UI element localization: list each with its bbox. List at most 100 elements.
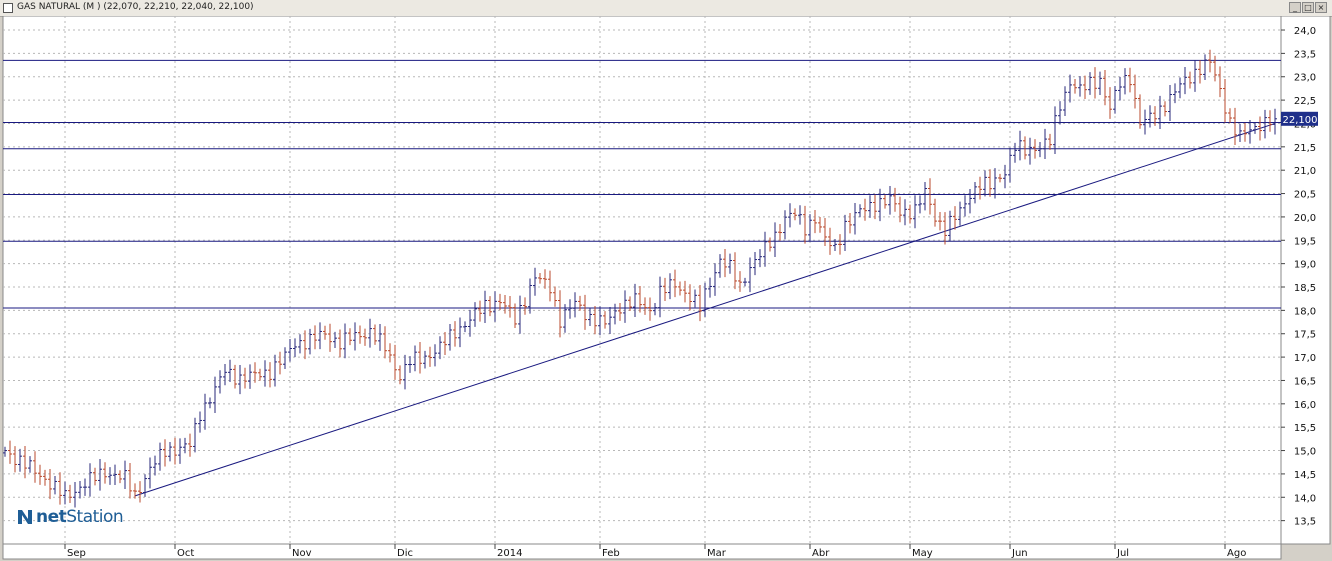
ohlc-bar	[258, 368, 262, 381]
y-tick-label: 16,5	[1294, 376, 1316, 387]
minimize-button[interactable]: _	[1289, 2, 1301, 13]
netstation-logo-mark	[18, 510, 32, 524]
ohlc-bar	[1253, 122, 1257, 134]
ohlc-bar	[308, 328, 312, 355]
ohlc-bar	[498, 293, 502, 311]
x-tick-label: Dic	[397, 548, 413, 559]
ohlc-bar	[128, 462, 132, 499]
ohlc-bar	[23, 446, 27, 479]
x-tick-label: May	[912, 548, 933, 559]
ohlc-bar	[203, 393, 207, 430]
ohlc-bar	[303, 330, 307, 360]
ohlc-bar	[1243, 122, 1247, 142]
y-tick-label: 22,5	[1294, 96, 1316, 107]
netstation-logo-text: netStation	[36, 507, 124, 527]
ohlc-bar	[988, 169, 992, 197]
ohlc-bar	[483, 290, 487, 324]
ohlc-bar	[408, 356, 412, 373]
ohlc-bar	[663, 277, 667, 301]
title-bar: GAS NATURAL (M ) (22,070, 22,210, 22,040…	[0, 0, 1332, 17]
ohlc-bar	[183, 437, 187, 454]
ohlc-bar	[798, 205, 802, 225]
ohlc-chart[interactable]: 24,023,523,022,522,021,521,020,520,019,5…	[0, 16, 1332, 561]
ohlc-bar	[1013, 142, 1017, 163]
y-axis-panel	[1280, 16, 1331, 545]
chart-window-icon	[3, 3, 13, 13]
ohlc-bar	[1268, 110, 1272, 132]
ohlc-bar	[448, 323, 452, 351]
ohlc-bar	[1228, 108, 1232, 123]
ohlc-bar	[708, 277, 712, 298]
close-button[interactable]: ×	[1315, 2, 1327, 13]
ohlc-bar	[1043, 128, 1047, 159]
ohlc-bar	[618, 302, 622, 321]
ohlc-bar	[1163, 101, 1167, 117]
ohlc-bar	[78, 480, 82, 499]
ohlc-bar	[898, 196, 902, 223]
ohlc-bar	[1063, 86, 1067, 117]
ohlc-bar	[178, 438, 182, 464]
ohlc-bar	[198, 411, 202, 433]
ohlc-bar	[293, 338, 297, 358]
ohlc-bar	[1233, 107, 1237, 146]
ohlc-bar	[1003, 164, 1007, 189]
ohlc-bar	[478, 300, 482, 322]
ohlc-bar	[873, 194, 877, 220]
ohlc-bar	[333, 331, 337, 348]
ohlc-bar	[843, 214, 847, 252]
ohlc-bar	[363, 328, 367, 346]
y-tick-label: 19,5	[1294, 236, 1316, 247]
ohlc-bar	[1038, 141, 1042, 158]
ohlc-bar	[443, 331, 447, 355]
ohlc-bar	[388, 343, 392, 363]
ohlc-bar	[928, 178, 932, 215]
ohlc-bar	[1113, 85, 1117, 114]
ohlc-bar	[723, 248, 727, 278]
ohlc-bar	[1073, 78, 1077, 94]
ohlc-bar	[403, 354, 407, 390]
ohlc-bar	[863, 198, 867, 221]
ohlc-bar	[58, 472, 62, 505]
ohlc-bar	[233, 364, 237, 389]
plot-area[interactable]	[2, 16, 1282, 545]
y-tick-label: 19,0	[1294, 260, 1316, 271]
ohlc-bar	[1023, 136, 1027, 160]
ohlc-bar	[28, 456, 32, 473]
ohlc-bar	[1138, 94, 1142, 129]
ohlc-bar	[338, 329, 342, 358]
ohlc-bar	[1068, 74, 1072, 103]
window-title: GAS NATURAL (M ) (22,070, 22,210, 22,040…	[17, 2, 254, 12]
ohlc-bar	[628, 296, 632, 311]
ohlc-bar	[488, 296, 492, 317]
ohlc-bar	[1083, 75, 1087, 99]
ohlc-bar	[53, 476, 57, 495]
ohlc-bar	[8, 440, 12, 464]
y-tick-label: 18,0	[1294, 306, 1316, 317]
ohlc-bar	[683, 280, 687, 303]
ohlc-bar	[1223, 79, 1227, 123]
ohlc-bar	[1178, 77, 1182, 99]
ohlc-bar	[158, 442, 162, 471]
ohlc-bar	[323, 325, 327, 340]
ohlc-bar	[998, 173, 1002, 183]
restore-button[interactable]: □	[1302, 2, 1314, 13]
ohlc-bar	[718, 254, 722, 278]
ohlc-bar	[953, 206, 957, 230]
ohlc-bar	[148, 457, 152, 489]
ohlc-bar	[1008, 147, 1012, 183]
ohlc-bar	[1173, 83, 1177, 104]
ohlc-bar	[378, 323, 382, 351]
ohlc-bar	[213, 376, 217, 414]
ohlc-bar	[688, 284, 692, 311]
x-tick-label: 2014	[497, 548, 522, 559]
ohlc-bar	[503, 294, 507, 314]
ohlc-bar	[1273, 108, 1277, 135]
ohlc-bar	[568, 299, 572, 319]
y-tick-label: 17,5	[1294, 330, 1316, 341]
ohlc-bar	[428, 346, 432, 367]
y-tick-label: 24,0	[1294, 26, 1316, 37]
ohlc-bar	[613, 303, 617, 325]
ohlc-bar	[818, 217, 822, 233]
ohlc-bar	[173, 437, 177, 465]
ohlc-bar	[348, 328, 352, 346]
